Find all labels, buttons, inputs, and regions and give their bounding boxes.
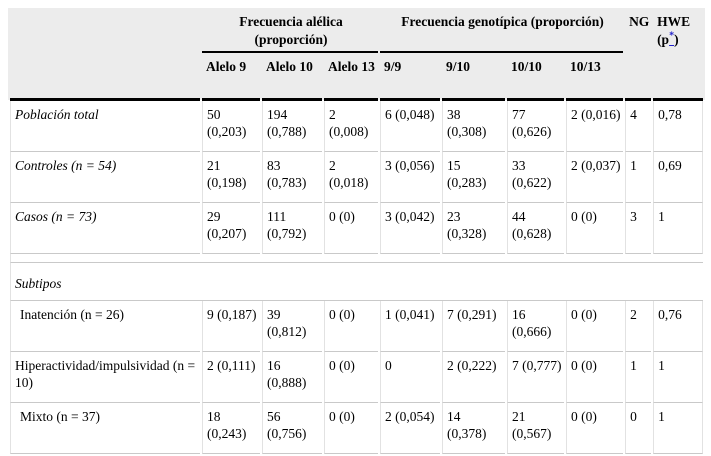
column-header-alelo-9: Alelo 9 xyxy=(202,53,260,102)
table-row: Casos (n = 73) 29 (0,207) 111 (0,792) 0 (0)… xyxy=(10,203,704,255)
row-label: Casos (n = 73) xyxy=(10,203,200,255)
table-row: Controles (n = 54) 21 (0,198) 83 (0,783) 2 … xyxy=(10,152,704,204)
cell-ng: 1 xyxy=(625,152,652,204)
cell-alelo-10: 111 (0,792) xyxy=(262,203,322,255)
cell-alelo-9: 50 (0,203) xyxy=(202,101,260,153)
cell-10-10: 33 (0,622) xyxy=(507,152,565,204)
cell-ng: 0 xyxy=(625,403,652,455)
cell-hwe: 1 xyxy=(653,403,704,455)
cell-alelo-10: 83 (0,783) xyxy=(262,152,322,204)
cell-10-10: 7 (0,777) xyxy=(507,352,565,404)
section-label: Subtipos xyxy=(10,263,704,302)
cell-ng: 4 xyxy=(625,101,652,153)
genotypic-frequency-group-header: Frecuencia genotípica (proporción) xyxy=(380,8,624,54)
cell-alelo-10: 16 (0,888) xyxy=(262,352,322,404)
cell-9-10: 7 (0,291) xyxy=(442,301,506,353)
cell-10-10: 77 (0,626) xyxy=(507,101,565,153)
cell-ng: 1 xyxy=(625,352,652,404)
row-label: Controles (n = 54) xyxy=(10,152,200,204)
cell-9-9: 0 xyxy=(380,352,441,404)
cell-ng: 3 xyxy=(625,203,652,255)
row-label: Mixto (n = 37) xyxy=(10,403,200,455)
cell-9-10: 2 (0,222) xyxy=(442,352,506,404)
cell-alelo-9: 2 (0,111) xyxy=(202,352,260,404)
row-label: Hiperactividad/impulsividad (n = 10) xyxy=(10,352,200,404)
cell-alelo-13: 0 (0) xyxy=(324,301,379,353)
column-header-alelo-10: Alelo 10 xyxy=(262,53,322,102)
cell-9-10: 38 (0,308) xyxy=(442,101,506,153)
table-row: Mixto (n = 37) 18 (0,243) 56 (0,756) 0 (0) 2… xyxy=(10,403,704,455)
cell-9-9: 1 (0,041) xyxy=(380,301,441,353)
cell-9-9: 3 (0,042) xyxy=(380,203,441,255)
cell-9-10: 14 (0,378) xyxy=(442,403,506,455)
cell-10-13: 0 (0) xyxy=(566,301,624,353)
cell-9-9: 6 (0,048) xyxy=(380,101,441,153)
table-row: Población total 50 (0,203) 194 (0,788) 2 (0… xyxy=(10,101,704,153)
cell-hwe: 0,69 xyxy=(653,152,704,204)
cell-alelo-9: 18 (0,243) xyxy=(202,403,260,455)
cell-9-9: 3 (0,056) xyxy=(380,152,441,204)
cell-alelo-9: 9 (0,187) xyxy=(202,301,260,353)
cell-alelo-13: 0 (0) xyxy=(324,352,379,404)
cell-alelo-13: 0 (0) xyxy=(324,403,379,455)
table-header: Frecuencia alélica (proporción) Frecuenc… xyxy=(10,8,704,102)
cell-alelo-13: 0 (0) xyxy=(324,203,379,255)
column-header-9-9: 9/9 xyxy=(380,53,441,102)
column-header-10-13: 10/13 xyxy=(566,53,624,102)
cell-ng: 2 xyxy=(625,301,652,353)
hwe-column-header: HWE (p*) xyxy=(653,8,704,102)
allele-genotype-frequency-table: Frecuencia alélica (proporción) Frecuenc… xyxy=(8,8,706,455)
cell-alelo-10: 56 (0,756) xyxy=(262,403,322,455)
cell-10-13: 0 (0) xyxy=(566,403,624,455)
cell-9-9: 2 (0,054) xyxy=(380,403,441,455)
group-header-row: Frecuencia alélica (proporción) Frecuenc… xyxy=(10,8,704,102)
cell-10-10: 21 (0,567) xyxy=(507,403,565,455)
cell-hwe: 0,76 xyxy=(653,301,704,353)
cell-alelo-9: 21 (0,198) xyxy=(202,152,260,204)
hwe-label: HWE xyxy=(657,14,691,29)
row-label: Inatención (n = 26) xyxy=(10,301,200,353)
hwe-p-line: (p*) xyxy=(657,30,679,48)
cell-alelo-9: 29 (0,207) xyxy=(202,203,260,255)
cell-10-13: 0 (0) xyxy=(566,352,624,404)
cell-alelo-10: 39 (0,812) xyxy=(262,301,322,353)
ng-column-header: NG xyxy=(625,8,652,102)
row-label: Población total xyxy=(10,101,200,153)
sub-header-row: Alelo 9 Alelo 10 Alelo 13 9/9 9/10 10/10… xyxy=(10,53,703,102)
cell-9-10: 15 (0,283) xyxy=(442,152,506,204)
column-header-10-10: 10/10 xyxy=(507,53,565,102)
corner-cell xyxy=(10,8,200,102)
spacer-row xyxy=(10,254,704,264)
cell-alelo-10: 194 (0,788) xyxy=(262,101,322,153)
cell-hwe: 1 xyxy=(653,203,704,255)
section-row: Subtipos xyxy=(10,263,704,302)
column-header-alelo-13: Alelo 13 xyxy=(324,53,379,102)
table-row: Inatención (n = 26) 9 (0,187) 39 (0,812) 0 … xyxy=(10,301,704,353)
column-header-9-10: 9/10 xyxy=(442,53,506,102)
cell-hwe: 0,78 xyxy=(653,101,704,153)
cell-alelo-13: 2 (0,008) xyxy=(324,101,379,153)
table-body: Población total 50 (0,203) 194 (0,788) 2 (0… xyxy=(10,101,704,455)
cell-alelo-13: 2 (0,018) xyxy=(324,152,379,204)
cell-10-13: 0 (0) xyxy=(566,203,624,255)
cell-10-10: 16 (0,666) xyxy=(507,301,565,353)
table-row: Hiperactividad/impulsividad (n = 10) 2 (0… xyxy=(10,352,704,404)
footnote-asterisk-link[interactable]: * xyxy=(669,30,675,42)
allelic-frequency-group-header: Frecuencia alélica (proporción) xyxy=(202,8,379,54)
cell-10-10: 44 (0,628) xyxy=(507,203,565,255)
cell-10-13: 2 (0,016) xyxy=(566,101,624,153)
cell-hwe: 1 xyxy=(653,352,704,404)
cell-9-10: 23 (0,328) xyxy=(442,203,506,255)
cell-10-13: 2 (0,037) xyxy=(566,152,624,204)
spacer-cell xyxy=(10,254,704,264)
